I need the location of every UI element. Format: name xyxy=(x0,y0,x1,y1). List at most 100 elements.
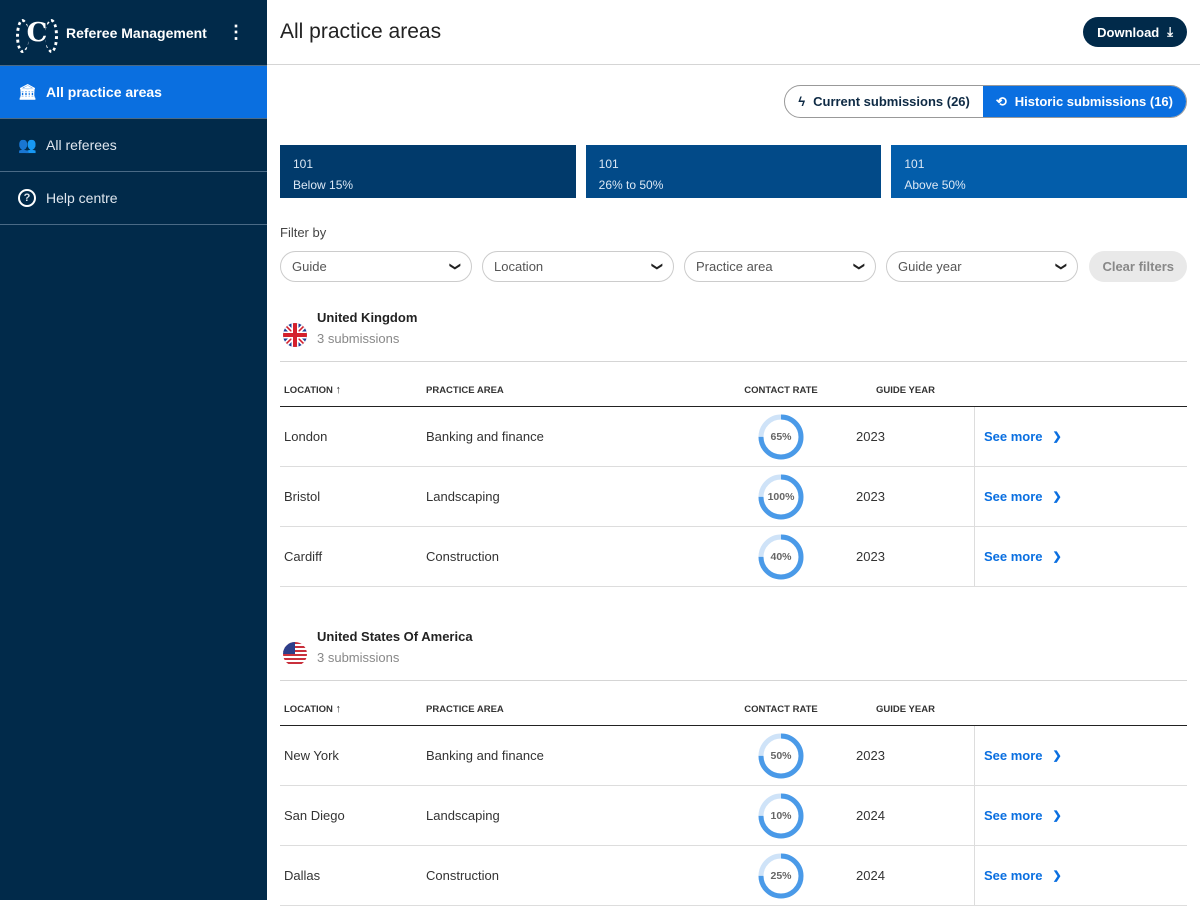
brand: C Referee Management ⋮ xyxy=(0,0,267,66)
sidebar-item-help-centre[interactable]: ? Help centre xyxy=(0,172,267,225)
page-title: All practice areas xyxy=(280,20,442,43)
logo: C xyxy=(16,15,58,53)
sort-arrow-up-icon: ↑ xyxy=(335,703,342,715)
chevron-right-icon: ❯ xyxy=(1052,810,1062,822)
see-more-link[interactable]: See more ❯ xyxy=(974,786,1187,845)
column-practice-area: PRACTICE AREA xyxy=(426,704,504,715)
see-more-label: See more xyxy=(984,808,1043,823)
location-cell: Cardiff xyxy=(284,549,323,564)
contact-rate-ring: 65% xyxy=(757,413,805,461)
filter-select[interactable]: Practice area ❯ xyxy=(684,251,876,282)
filter-placeholder: Practice area xyxy=(696,259,773,274)
country-group: United States Of America 3 submissions LO… xyxy=(280,627,1187,906)
contact-rate-value: 50% xyxy=(770,749,792,762)
sidebar-item-all-practice-areas[interactable]: 🏛 All practice areas xyxy=(0,66,267,119)
column-label: LOCATION xyxy=(284,385,333,396)
see-more-link[interactable]: See more ❯ xyxy=(974,467,1187,526)
sidebar-item-all-referees[interactable]: 👥 All referees xyxy=(0,119,267,172)
sidebar: C Referee Management ⋮ 🏛 All practice are… xyxy=(0,0,267,900)
location-cell: Bristol xyxy=(284,489,321,504)
download-label: Download xyxy=(1097,24,1160,40)
current-submissions-tab[interactable]: ϟ Current submissions (26) xyxy=(785,86,983,117)
practice-area-cell: Banking and finance xyxy=(426,429,544,444)
chevron-right-icon: ❯ xyxy=(1052,551,1062,563)
practice-area-cell: Construction xyxy=(426,549,499,564)
filter-select[interactable]: Guide year ❯ xyxy=(886,251,1078,282)
filter-select[interactable]: Location ❯ xyxy=(482,251,674,282)
help-icon: ? xyxy=(18,189,36,207)
guide-year-cell: 2024 xyxy=(856,808,885,823)
summary-card[interactable]: 101 26% to 50% xyxy=(585,145,882,198)
column-location[interactable]: LOCATION ↑ xyxy=(280,703,426,715)
group-header: United Kingdom 3 submissions xyxy=(280,308,1187,362)
clear-filters-button[interactable]: Clear filters xyxy=(1089,251,1187,282)
table-row: Cardiff Construction 40% 2023 See more ❯ xyxy=(280,527,1187,587)
historic-submissions-tab[interactable]: ⟲ Historic submissions (16) xyxy=(982,86,1186,117)
practice-area-cell: Construction xyxy=(426,868,499,883)
see-more-label: See more xyxy=(984,429,1043,444)
see-more-label: See more xyxy=(984,549,1043,564)
contact-rate-ring: 25% xyxy=(757,852,805,900)
card-label: Below 15% xyxy=(293,178,354,192)
chevron-right-icon: ❯ xyxy=(1052,870,1062,882)
filter-label: Filter by xyxy=(280,225,327,240)
chevron-down-icon: ❯ xyxy=(852,261,865,272)
guide-year-cell: 2023 xyxy=(856,429,885,444)
location-cell: Dallas xyxy=(284,868,321,883)
column-guide-year: GUIDE YEAR xyxy=(876,704,935,715)
column-contact-rate: CONTACT RATE xyxy=(744,385,818,396)
summary-card[interactable]: 101 Below 15% xyxy=(280,145,576,198)
practice-area-cell: Landscaping xyxy=(426,489,500,504)
summary-card[interactable]: 101 Above 50% xyxy=(891,145,1188,198)
see-more-link[interactable]: See more ❯ xyxy=(974,846,1187,905)
main: All practice areas Download ⤓ ϟ Current su… xyxy=(267,0,1200,906)
more-vert-icon[interactable]: ⋮ xyxy=(227,22,245,42)
chevron-down-icon: ❯ xyxy=(448,261,461,272)
country-name: United Kingdom xyxy=(317,310,418,325)
app-title: Referee Management xyxy=(66,24,207,41)
contact-rate-ring: 10% xyxy=(757,792,805,840)
card-count: 101 xyxy=(904,157,925,171)
contact-rate-value: 10% xyxy=(770,809,792,822)
header: All practice areas Download ⤓ xyxy=(267,0,1200,65)
column-contact-rate: CONTACT RATE xyxy=(744,704,818,715)
column-label: LOCATION xyxy=(284,704,333,715)
group-header: United States Of America 3 submissions xyxy=(280,627,1187,681)
flag-us-icon xyxy=(283,642,307,666)
column-location[interactable]: LOCATION ↑ xyxy=(280,384,426,396)
card-count: 101 xyxy=(598,157,619,171)
contact-rate-ring: 100% xyxy=(757,473,805,521)
filters: Guide ❯ Location ❯ Practice area ❯ Guide year ❯… xyxy=(280,251,1187,282)
chevron-right-icon: ❯ xyxy=(1052,431,1062,443)
tab-label: Historic submissions (16) xyxy=(1014,94,1173,109)
column-practice-area: PRACTICE AREA xyxy=(426,385,504,396)
see-more-label: See more xyxy=(984,748,1043,763)
sidebar-item-label: All referees xyxy=(46,137,117,153)
download-button[interactable]: Download ⤓ xyxy=(1083,17,1187,47)
practice-area-cell: Landscaping xyxy=(426,808,500,823)
see-more-link[interactable]: See more ❯ xyxy=(974,726,1187,785)
sidebar-item-label: Help centre xyxy=(46,190,118,206)
submissions-toggle: ϟ Current submissions (26) ⟲ Historic subm… xyxy=(784,85,1187,118)
chevron-down-icon: ❯ xyxy=(1054,261,1067,272)
location-cell: New York xyxy=(284,748,339,763)
contact-rate-value: 25% xyxy=(770,869,792,882)
see-more-link[interactable]: See more ❯ xyxy=(974,407,1187,466)
filter-placeholder: Guide year xyxy=(898,259,962,274)
contact-rate-value: 65% xyxy=(770,430,792,443)
bank-icon: 🏛 xyxy=(18,84,38,101)
submission-count: 3 submissions xyxy=(317,650,400,665)
see-more-link[interactable]: See more ❯ xyxy=(974,527,1187,586)
summary-cards: 101 Below 15% 101 26% to 50% 101 Above 50% xyxy=(280,145,1188,198)
column-guide-year: GUIDE YEAR xyxy=(876,385,935,396)
table-row: New York Banking and finance 50% 2023 See mo… xyxy=(280,726,1187,786)
guide-year-cell: 2024 xyxy=(856,868,885,883)
table-row: London Banking and finance 65% 2023 See more… xyxy=(280,407,1187,467)
contact-rate-ring: 50% xyxy=(757,732,805,780)
see-more-label: See more xyxy=(984,868,1043,883)
location-cell: San Diego xyxy=(284,808,345,823)
filter-select[interactable]: Guide ❯ xyxy=(280,251,472,282)
table-header: LOCATION ↑ PRACTICE AREA CONTACT RATE GUIDE… xyxy=(280,681,1187,726)
table-row: Bristol Landscaping 100% 2023 See more ❯ xyxy=(280,467,1187,527)
guide-year-cell: 2023 xyxy=(856,549,885,564)
